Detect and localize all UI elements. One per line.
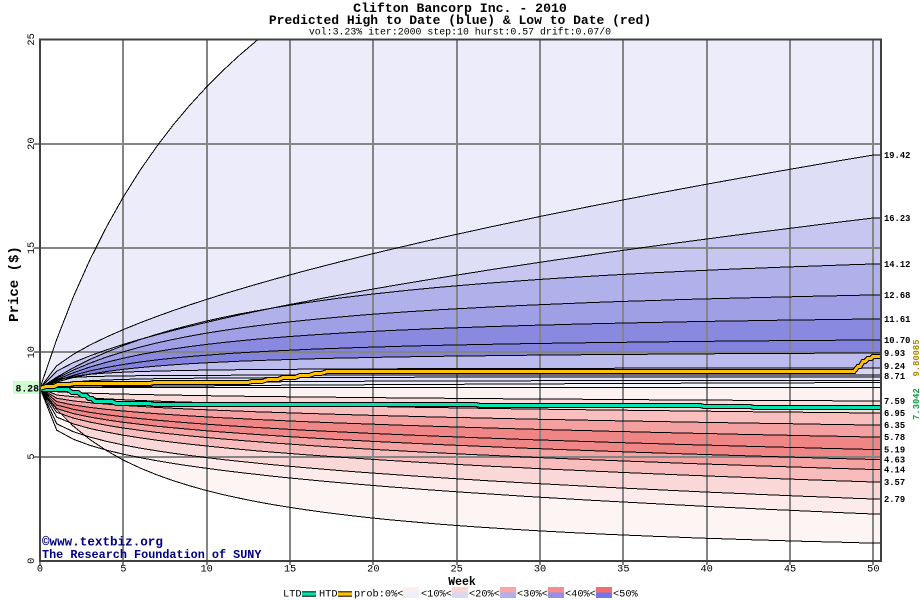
svg-text:3.57: 3.57 bbox=[884, 478, 905, 488]
svg-text:vol:3.23% iter:2000 step:10 hu: vol:3.23% iter:2000 step:10 hurst:0.57 d… bbox=[309, 27, 611, 38]
svg-text:9.24: 9.24 bbox=[884, 362, 906, 372]
svg-text:7.3042: 7.3042 bbox=[912, 388, 920, 420]
svg-text:11.61: 11.61 bbox=[884, 315, 910, 325]
svg-text:50: 50 bbox=[867, 564, 879, 576]
svg-text:14.12: 14.12 bbox=[884, 260, 910, 270]
svg-text:4.14: 4.14 bbox=[884, 466, 906, 476]
svg-text:10: 10 bbox=[200, 564, 212, 576]
svg-text:20: 20 bbox=[367, 564, 379, 576]
svg-text:10: 10 bbox=[26, 346, 38, 358]
svg-text:8.71: 8.71 bbox=[884, 372, 905, 382]
svg-text:45: 45 bbox=[784, 564, 796, 576]
svg-text:The Research Foundation of SUN: The Research Foundation of SUNY bbox=[42, 548, 262, 562]
svg-text:5: 5 bbox=[120, 564, 126, 576]
svg-text:25: 25 bbox=[450, 564, 462, 576]
svg-text:4.63: 4.63 bbox=[884, 456, 905, 466]
svg-text:Week: Week bbox=[448, 576, 476, 589]
svg-text:35: 35 bbox=[617, 564, 629, 576]
svg-text:15: 15 bbox=[284, 564, 296, 576]
svg-text:7.59: 7.59 bbox=[884, 397, 905, 407]
svg-text:6.95: 6.95 bbox=[884, 409, 905, 419]
svg-text:<10%<: <10%< bbox=[421, 589, 452, 600]
svg-text:9.80085: 9.80085 bbox=[912, 340, 920, 377]
svg-text:15: 15 bbox=[26, 242, 38, 254]
svg-text:10.70: 10.70 bbox=[884, 336, 910, 346]
svg-text:prob:0%<: prob:0%< bbox=[354, 589, 403, 600]
svg-text:20: 20 bbox=[26, 137, 38, 149]
svg-text:©www.textbiz.org: ©www.textbiz.org bbox=[42, 536, 163, 550]
svg-text:6.35: 6.35 bbox=[884, 421, 905, 431]
svg-text:5.78: 5.78 bbox=[884, 433, 905, 443]
svg-text:<50%: <50% bbox=[613, 589, 639, 600]
svg-text:16.23: 16.23 bbox=[884, 214, 910, 224]
svg-text:<40%<: <40%< bbox=[565, 589, 596, 600]
svg-text:12.68: 12.68 bbox=[884, 291, 910, 301]
svg-text:9.93: 9.93 bbox=[884, 349, 905, 359]
svg-text:<30%<: <30%< bbox=[517, 589, 548, 600]
svg-text:0: 0 bbox=[37, 564, 43, 576]
svg-text:<20%<: <20%< bbox=[469, 589, 500, 600]
svg-text:19.42: 19.42 bbox=[884, 151, 910, 161]
svg-text:Predicted High to Date (blue): Predicted High to Date (blue) & Low to D… bbox=[269, 13, 651, 28]
svg-text:5.19: 5.19 bbox=[884, 446, 905, 456]
svg-text:2.79: 2.79 bbox=[884, 495, 905, 505]
svg-text:25: 25 bbox=[26, 33, 38, 45]
svg-text:8.28: 8.28 bbox=[16, 384, 40, 395]
svg-text:0: 0 bbox=[26, 558, 38, 564]
svg-text:LTD: LTD bbox=[283, 589, 302, 600]
svg-text:30: 30 bbox=[534, 564, 546, 576]
svg-text:40: 40 bbox=[700, 564, 712, 576]
svg-text:5: 5 bbox=[26, 453, 38, 459]
svg-text:Price ($): Price ($) bbox=[7, 246, 23, 322]
svg-text:Clifton Bancorp Inc. - 2010: Clifton Bancorp Inc. - 2010 bbox=[353, 1, 567, 16]
svg-text:HTD: HTD bbox=[319, 589, 338, 600]
